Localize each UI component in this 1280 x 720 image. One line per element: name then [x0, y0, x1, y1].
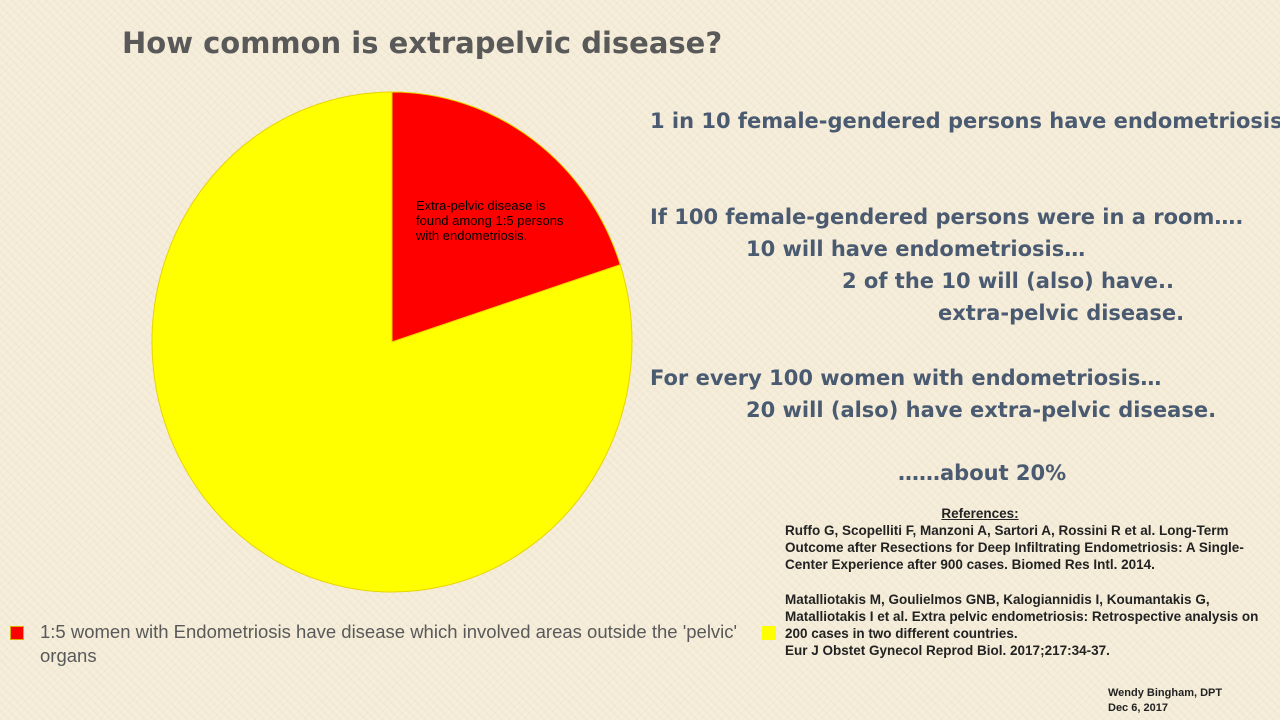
- references-heading: References:: [941, 506, 1019, 521]
- stat-women-line1: 20 will (also) have extra-pelvic disease…: [746, 398, 1217, 422]
- stat-room-line1: 10 will have endometriosis…: [746, 237, 1086, 261]
- legend-swatch-yellow: [762, 626, 776, 640]
- stat-summary: ……about 20%: [898, 461, 1067, 485]
- legend-text: 1:5 women with Endometriosis have diseas…: [40, 621, 738, 666]
- reference-2-journal: Eur J Obstet Gynecol Reprod Biol. 2017;2…: [785, 643, 1110, 658]
- stat-room-intro: If 100 female-gendered persons were in a…: [650, 205, 1244, 229]
- stat-prevalence: 1 in 10 female-gendered persons have end…: [650, 109, 1280, 133]
- reference-2-main: Matalliotakis M, Goulielmos GNB, Kalogia…: [785, 592, 1259, 641]
- pie-slice-label: Extra-pelvic disease is found among 1:5 …: [416, 198, 564, 243]
- pie-chart: [151, 91, 633, 593]
- author-name: Wendy Bingham, DPT: [1108, 687, 1223, 699]
- reference-1: Ruffo G, Scopelliti F, Manzoni A, Sartor…: [785, 523, 1244, 572]
- legend-swatch-red: [10, 626, 24, 640]
- stat-room-line3: extra-pelvic disease.: [938, 301, 1185, 325]
- slide-title: How common is extrapelvic disease?: [122, 26, 723, 60]
- stat-room-line2: 2 of the 10 will (also) have..: [842, 269, 1174, 293]
- references: References: Ruffo G, Scopelliti F, Manzo…: [785, 505, 1265, 659]
- pie-slice-extra-pelvic: [391, 91, 621, 343]
- author-date: Dec 6, 2017: [1108, 702, 1168, 714]
- pie-slice-pelvic-only: [151, 91, 633, 593]
- author-credit: Wendy Bingham, DPT Dec 6, 2017: [1108, 686, 1222, 716]
- reference-2: Matalliotakis M, Goulielmos GNB, Kalogia…: [785, 591, 1265, 659]
- stat-women-intro: For every 100 women with endometriosis…: [650, 366, 1162, 390]
